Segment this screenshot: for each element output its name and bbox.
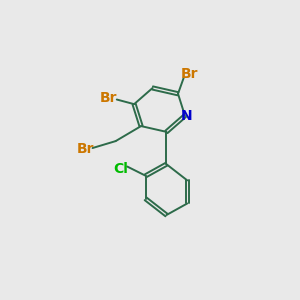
- Text: Br: Br: [77, 142, 94, 156]
- Text: Br: Br: [100, 92, 118, 105]
- Text: N: N: [180, 109, 192, 123]
- Text: Br: Br: [181, 67, 198, 81]
- Text: Cl: Cl: [113, 162, 128, 176]
